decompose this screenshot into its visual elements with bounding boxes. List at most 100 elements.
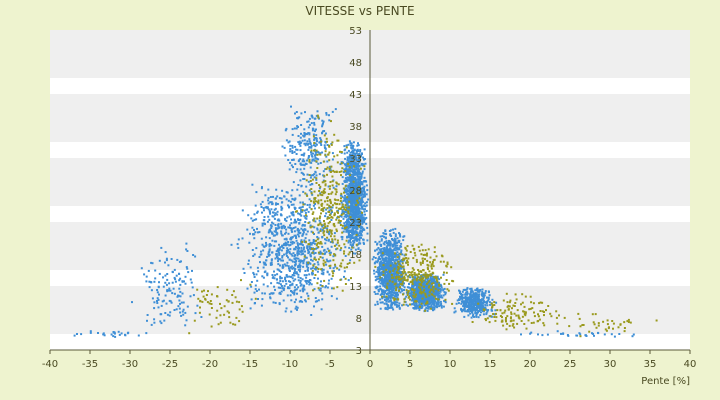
data-point [359, 224, 362, 227]
data-point [300, 239, 303, 242]
data-point [251, 219, 254, 222]
data-point [380, 266, 383, 269]
data-point [349, 176, 352, 179]
data-point [307, 266, 310, 269]
data-point [184, 282, 187, 285]
data-point [358, 157, 361, 160]
data-point [288, 250, 291, 253]
data-point [351, 153, 354, 156]
data-point [307, 148, 310, 151]
data-point [321, 298, 324, 301]
data-point [378, 248, 381, 251]
data-point [412, 301, 415, 304]
data-point [437, 303, 440, 306]
data-point [379, 262, 382, 265]
data-point [312, 239, 315, 241]
data-point [392, 251, 395, 254]
data-point [435, 292, 437, 295]
data-point [273, 285, 276, 288]
data-point [273, 244, 276, 247]
data-point [416, 287, 419, 290]
data-point [178, 272, 181, 275]
data-point [303, 254, 306, 257]
data-point [363, 168, 366, 171]
data-point [378, 270, 381, 273]
data-point [342, 217, 345, 220]
data-point [168, 282, 171, 285]
data-point [295, 237, 298, 239]
data-point [306, 140, 309, 143]
data-point [304, 144, 307, 147]
data-point [308, 239, 311, 242]
data-point [366, 239, 369, 242]
data-point [361, 196, 364, 199]
data-point [355, 192, 358, 195]
data-point [311, 259, 314, 262]
data-point [279, 286, 282, 289]
data-point [389, 278, 392, 281]
data-point [360, 225, 363, 228]
data-point [262, 276, 265, 279]
data-point [284, 225, 286, 228]
data-point [146, 314, 149, 316]
data-point [148, 286, 151, 289]
data-point [463, 300, 466, 303]
data-point [268, 237, 271, 240]
data-point [363, 242, 365, 245]
data-point [289, 144, 292, 147]
data-point [378, 266, 380, 269]
data-point [389, 258, 392, 260]
data-point [309, 143, 312, 145]
data-point [345, 214, 348, 217]
data-point [280, 285, 283, 287]
data-point [296, 272, 299, 275]
data-point [266, 285, 269, 288]
data-point [373, 291, 376, 293]
data-point [425, 280, 428, 283]
data-point [250, 285, 253, 288]
data-point [363, 158, 365, 161]
data-point [185, 266, 188, 269]
data-point [350, 159, 353, 162]
data-point [364, 202, 367, 205]
data-point [272, 195, 274, 198]
data-point [406, 286, 409, 289]
data-point [381, 297, 384, 299]
data-point [351, 237, 354, 239]
data-point [308, 283, 311, 286]
data-point [290, 229, 293, 232]
data-point [291, 254, 294, 257]
data-point [351, 151, 354, 153]
data-point [298, 300, 301, 303]
data-point [275, 278, 278, 281]
data-point [329, 251, 332, 254]
data-point [131, 301, 133, 304]
data-point [295, 284, 298, 286]
data-point [265, 236, 268, 239]
data-point [351, 231, 354, 234]
data-point [153, 301, 156, 304]
data-point [340, 212, 343, 215]
data-point [299, 264, 302, 267]
data-point [359, 188, 361, 191]
data-point [302, 134, 305, 137]
data-point [174, 280, 177, 283]
data-point [180, 260, 182, 263]
data-point [346, 220, 349, 222]
data-point [290, 275, 292, 278]
data-point [297, 273, 300, 276]
data-point [379, 235, 382, 238]
data-point [166, 290, 169, 293]
data-point [294, 197, 297, 200]
data-point [299, 259, 302, 262]
data-point [162, 285, 165, 288]
data-point [365, 222, 368, 225]
data-point [294, 248, 297, 251]
data-point [421, 287, 424, 290]
data-point [399, 276, 402, 278]
data-point [317, 202, 320, 205]
data-point [283, 253, 286, 256]
data-point [312, 174, 314, 177]
data-point [279, 283, 282, 286]
data-point [355, 149, 358, 152]
